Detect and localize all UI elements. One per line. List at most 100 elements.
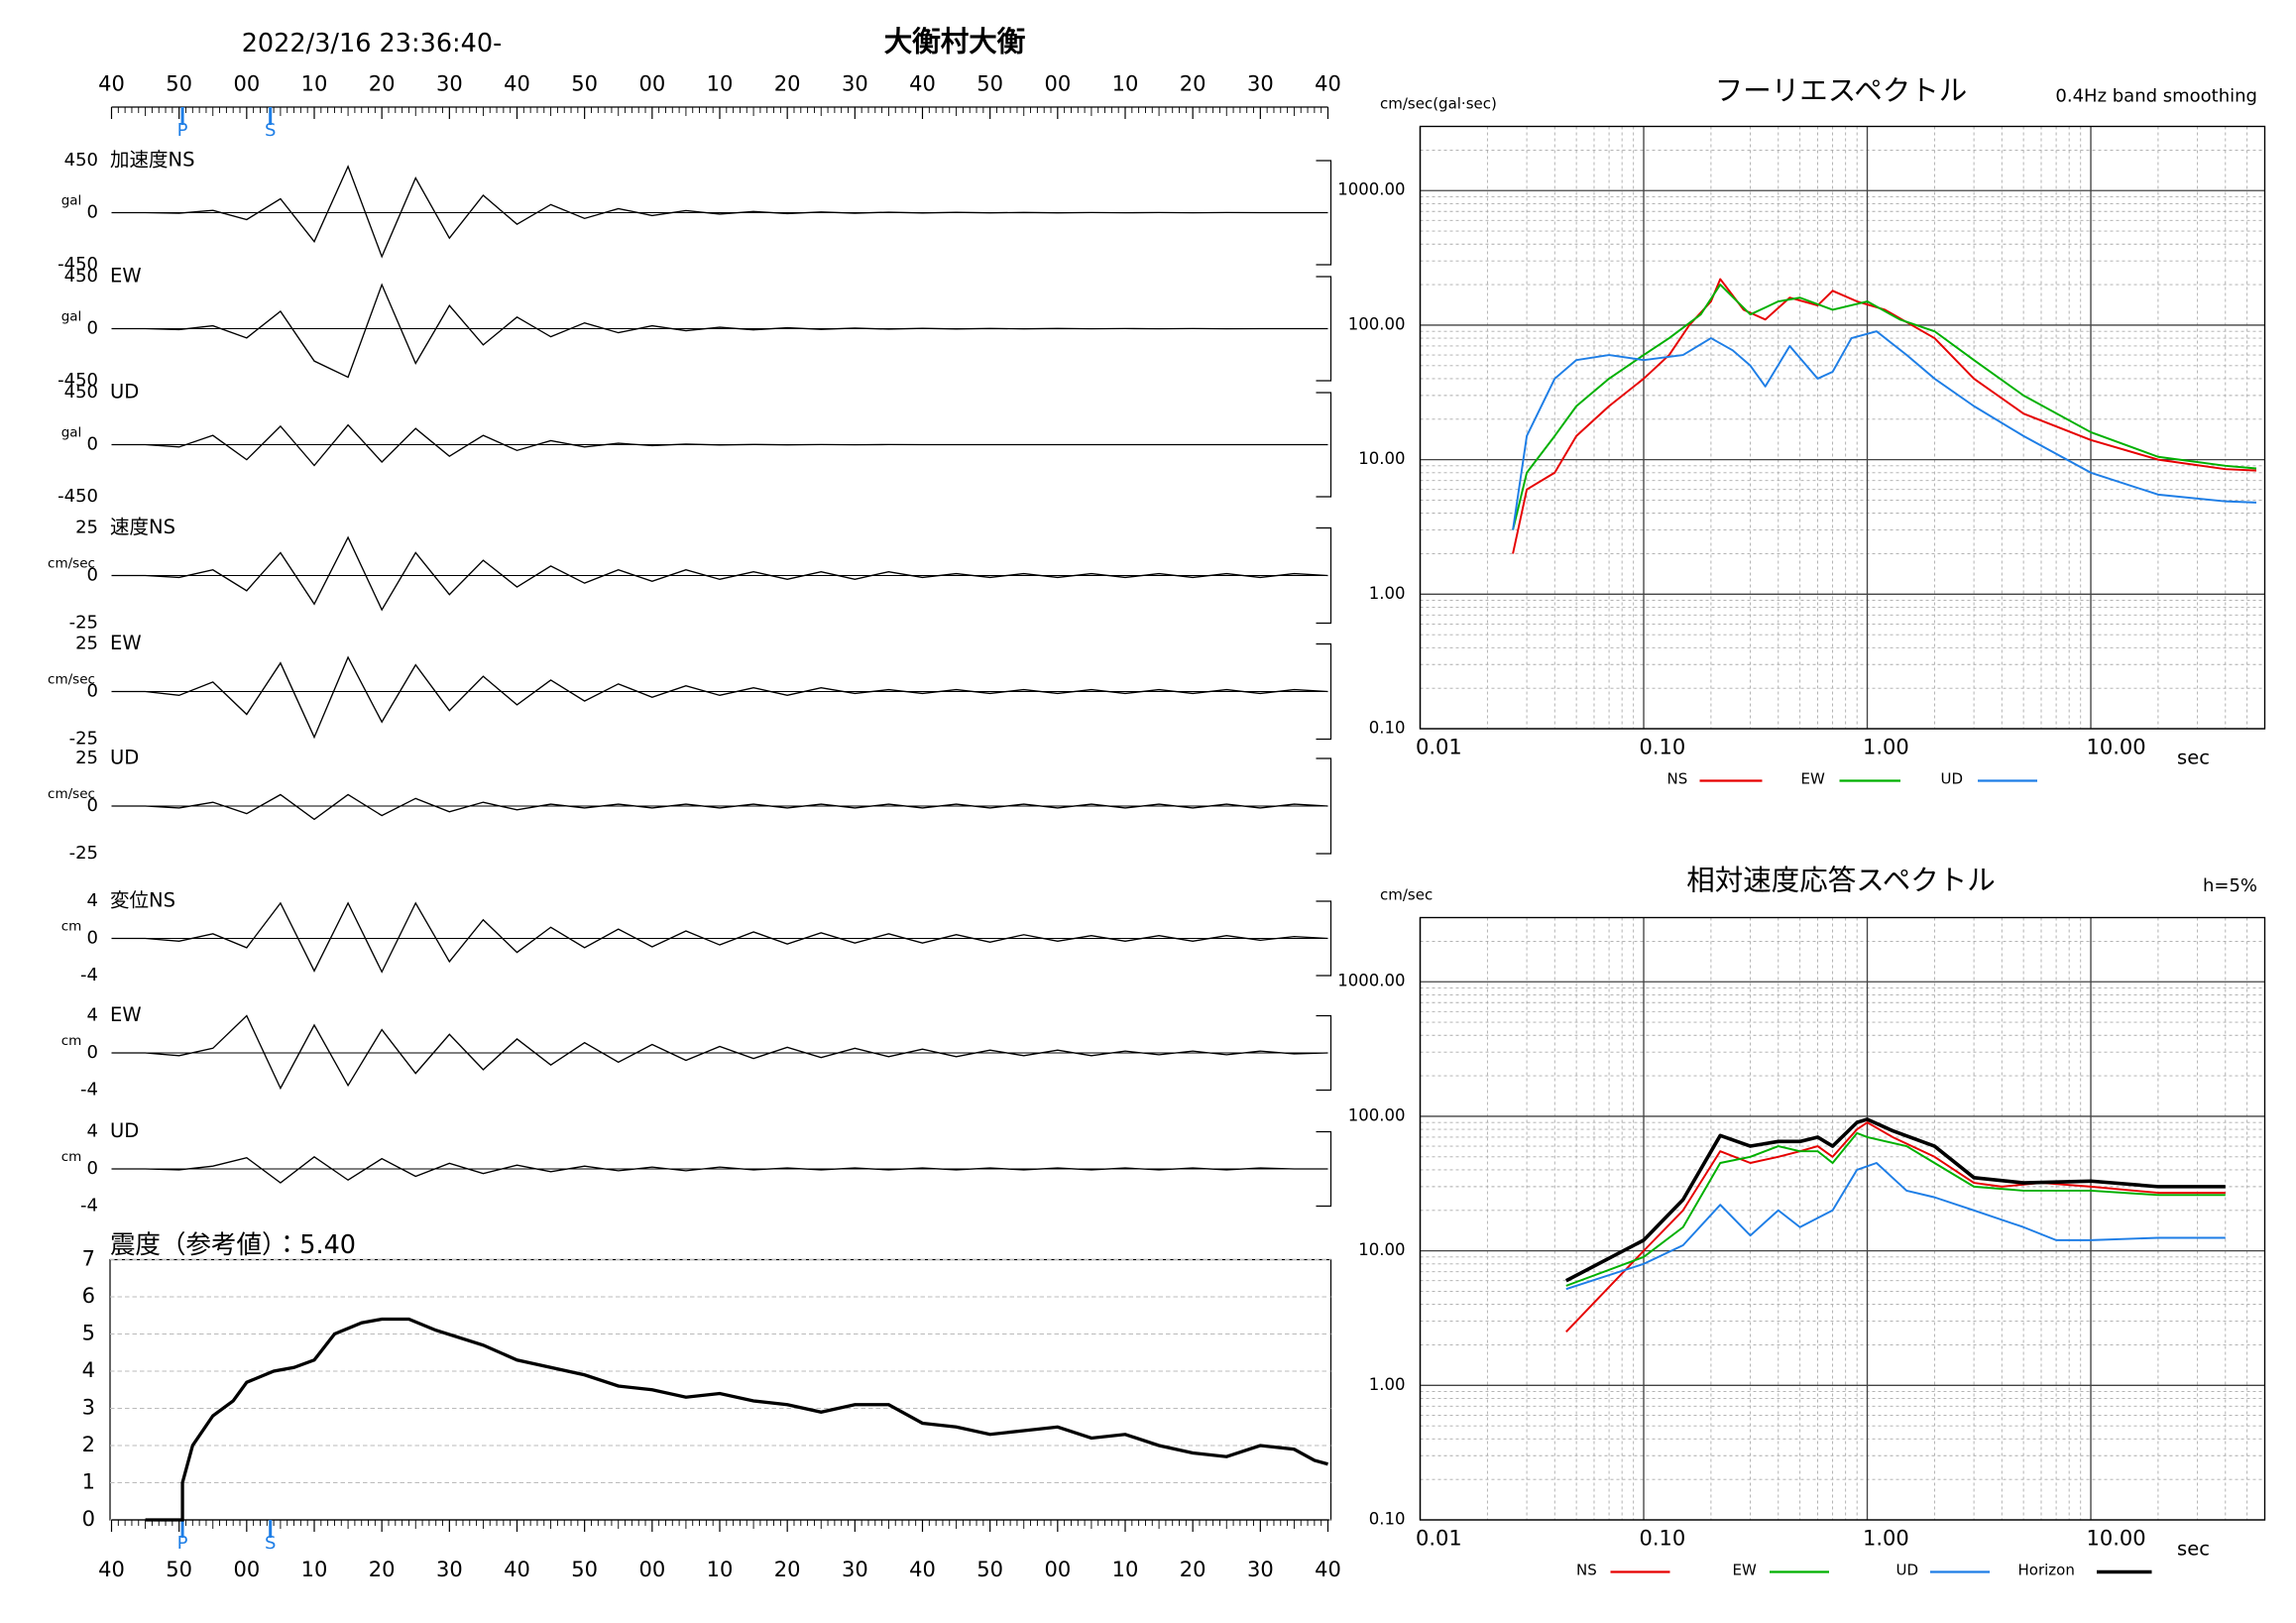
y-tick-label: 1.00 [1369, 1375, 1406, 1394]
y-tick-label: 0 [87, 681, 98, 702]
legend-label: UD [1941, 770, 1964, 788]
unit-label: cm/sec [48, 556, 95, 572]
y-tick-label: -25 [69, 613, 98, 634]
x-tick-label: 40 [909, 1558, 936, 1581]
spectrum-line [1565, 1162, 2226, 1291]
unit-label: gal [61, 309, 82, 325]
y-tick-label: 4 [87, 1005, 98, 1026]
y-tick-label: -450 [57, 370, 98, 391]
chart-title: 相対速度応答スペクトル [1686, 865, 1996, 897]
y-tick-label: 450 [64, 382, 98, 403]
panel-title: EW [110, 265, 142, 288]
chart-subtitle: h=5% [2203, 875, 2257, 896]
x-tick-label: 0.10 [1640, 1527, 1686, 1551]
x-tick-label: 0.10 [1640, 736, 1686, 759]
unit-label: gal [61, 193, 82, 209]
spectrum-line [1564, 1117, 2226, 1283]
y-tick-label: 1000.00 [1337, 180, 1405, 199]
chart-subtitle: 0.4Hz band smoothing [2055, 86, 2257, 107]
x-tick-label: 20 [774, 1558, 801, 1581]
panel-title: EW [110, 632, 142, 654]
y-tick-label: 0 [87, 565, 98, 586]
x-tick-label: 40 [1315, 1558, 1341, 1581]
x-tick-label: 50 [976, 1558, 1003, 1581]
y-tick-label: 1 [82, 1470, 95, 1494]
panel-frame [1316, 1130, 1332, 1208]
x-tick-label: 50 [166, 1558, 192, 1581]
unit-label: cm [61, 1149, 82, 1165]
y-tick-label: 0 [87, 1042, 98, 1063]
waveform [111, 535, 1328, 612]
station: 大衡村大衡 [884, 26, 1026, 58]
chart-title: 震度（参考値）：5.40 [110, 1230, 356, 1260]
x-axis-label: sec [2177, 1538, 2210, 1561]
x-tick-label: 40 [909, 72, 936, 96]
waveform [111, 655, 1328, 740]
y-tick-label: 25 [75, 518, 98, 538]
phase-label: S [265, 1533, 276, 1554]
y-tick-label: 0 [87, 795, 98, 816]
y-tick-label: -4 [80, 1196, 98, 1217]
spectrum-line [1512, 278, 2257, 554]
y-tick-label: 100.00 [1348, 314, 1406, 333]
x-tick-label: 40 [504, 72, 530, 96]
x-tick-label: 30 [1247, 1558, 1274, 1581]
panel-title: 加速度NS [110, 149, 194, 172]
x-tick-label: 30 [436, 1558, 463, 1581]
waveform [111, 1014, 1328, 1091]
y-tick-label: -4 [80, 1080, 98, 1101]
panel-frame [1316, 757, 1332, 855]
x-tick-label: 30 [436, 72, 463, 96]
panel-title: UD [110, 1119, 139, 1142]
panel-frame [1316, 900, 1332, 977]
y-tick-label: 25 [75, 748, 98, 768]
panel-title: 変位NS [110, 889, 175, 912]
x-tick-label: 0.01 [1416, 1527, 1462, 1551]
panel-title: UD [110, 747, 139, 769]
x-tick-label: 30 [842, 72, 868, 96]
y-tick-label: 0 [87, 1158, 98, 1179]
x-tick-label: 10 [301, 1558, 328, 1581]
x-tick-label: 40 [504, 1558, 530, 1581]
panel-frame [1316, 1014, 1332, 1092]
waveform [111, 1155, 1328, 1184]
x-tick-label: 00 [638, 1558, 665, 1581]
intensity-line [145, 1317, 1328, 1522]
panel-frame [1316, 526, 1332, 625]
x-tick-label: 30 [842, 1558, 868, 1581]
y-tick-label: 3 [82, 1396, 95, 1420]
y-tick-label: 25 [75, 634, 98, 654]
legend-label: Horizon [2018, 1562, 2075, 1579]
panel-frame [1316, 276, 1332, 382]
x-tick-label: 50 [571, 72, 598, 96]
y-tick-label: 7 [82, 1247, 95, 1271]
waveform [111, 283, 1328, 379]
x-axis-label: sec [2177, 747, 2210, 769]
x-tick-label: 1.00 [1863, 1527, 1909, 1551]
x-tick-label: 50 [976, 72, 1003, 96]
y-tick-label: 0 [87, 928, 98, 949]
x-tick-label: 50 [166, 72, 192, 96]
unit-label: cm/sec [48, 672, 95, 688]
phase-label: P [177, 1533, 188, 1554]
panel-frame [1316, 392, 1332, 498]
x-tick-label: 1.00 [1863, 736, 1909, 759]
y-tick-label: 10.00 [1358, 449, 1405, 468]
y-tick-label: 5 [82, 1322, 95, 1345]
legend-label: NS [1667, 770, 1688, 788]
datetime: 2022/3/16 23:36:40- [242, 29, 503, 58]
x-tick-label: 00 [1044, 1558, 1071, 1581]
y-tick-label: 4 [87, 1121, 98, 1142]
y-tick-label: 0 [87, 434, 98, 455]
y-tick-label: 10.00 [1358, 1240, 1405, 1259]
spectrum-line [1512, 330, 2257, 530]
legend-label: NS [1576, 1562, 1597, 1579]
y-tick-label: 1000.00 [1337, 972, 1405, 990]
y-tick-label: 450 [64, 266, 98, 287]
y-tick-label: -25 [69, 729, 98, 750]
x-tick-label: 50 [571, 1558, 598, 1581]
y-tick-label: 0 [87, 318, 98, 339]
